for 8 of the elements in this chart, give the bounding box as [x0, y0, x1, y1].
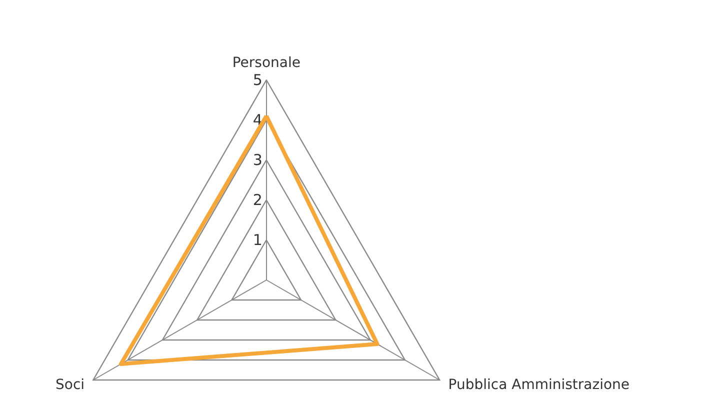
spoke-label: Pubblica Amministrazione: [448, 377, 630, 393]
spoke-label: Personale: [232, 55, 300, 71]
y-tick-label: 3: [252, 151, 262, 169]
y-tick-label: 5: [252, 71, 262, 89]
y-tick-label: 4: [252, 111, 262, 129]
spoke-label: Soci: [55, 377, 85, 393]
y-tick-label: 2: [252, 191, 262, 209]
y-tick-label: 1: [252, 231, 262, 249]
